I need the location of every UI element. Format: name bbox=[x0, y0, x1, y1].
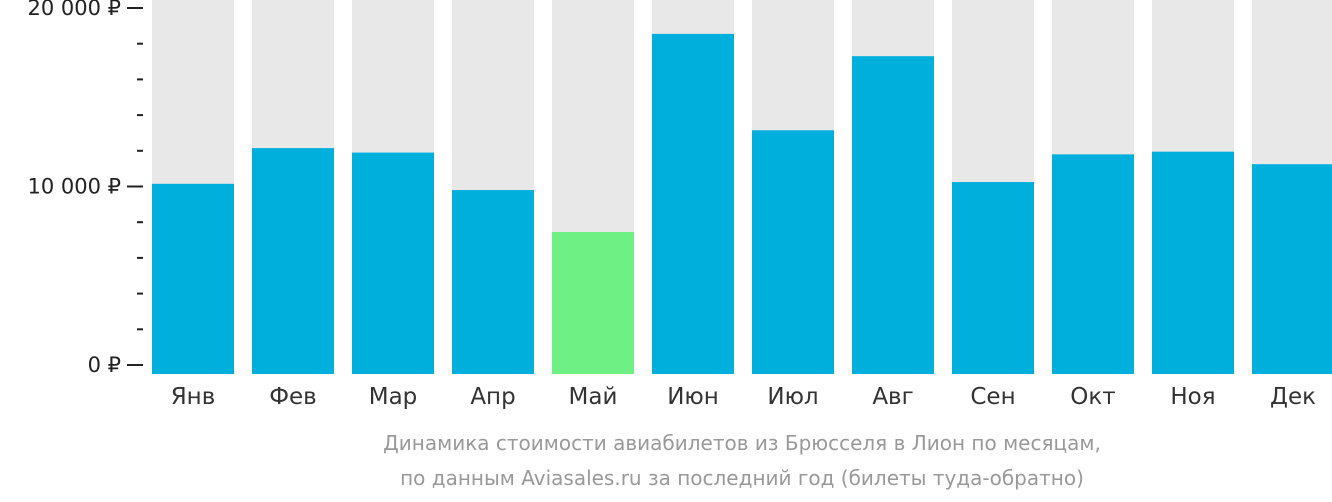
bar-Дек[interactable] bbox=[1252, 164, 1332, 374]
bar-Июл[interactable] bbox=[752, 130, 834, 374]
x-tick-label: Авг bbox=[872, 384, 913, 410]
x-tick-label: Окт bbox=[1070, 384, 1115, 410]
x-tick-label: Мар bbox=[369, 384, 418, 410]
x-tick-label: Ноя bbox=[1170, 384, 1215, 410]
price-bar-chart: 0 ₽ 10 000 ₽ 20 000 ₽ Янв Фев Мар Апр Май Июн Ию… bbox=[27, 0, 1332, 410]
chart-caption-line-2: по данным Aviasales.ru за последний год … bbox=[400, 466, 1084, 490]
bars bbox=[152, 0, 1332, 374]
x-tick-label: Июл bbox=[767, 384, 818, 410]
bar-Июн[interactable] bbox=[652, 33, 734, 374]
x-tick-label: Янв bbox=[171, 384, 216, 410]
bar-Мар[interactable] bbox=[352, 152, 434, 374]
x-tick-label: Апр bbox=[470, 384, 515, 410]
x-axis-labels: Янв Фев Мар Апр Май Июн Июл Авг Сен Окт Ноя Дек bbox=[171, 384, 1316, 410]
chart-caption-line-1: Динамика стоимости авиабилетов из Брюссе… bbox=[383, 431, 1101, 455]
x-tick-label: Дек bbox=[1270, 384, 1316, 410]
bar-Окт[interactable] bbox=[1052, 154, 1134, 374]
bar-Янв[interactable] bbox=[152, 183, 234, 374]
y-tick-label: 0 ₽ bbox=[88, 353, 121, 377]
bar-Ноя[interactable] bbox=[1152, 151, 1234, 374]
x-tick-label: Сен bbox=[970, 384, 1015, 410]
bar-Сен[interactable] bbox=[952, 182, 1034, 374]
bar-Фев[interactable] bbox=[252, 148, 334, 374]
x-tick-label: Фев bbox=[269, 384, 317, 410]
y-axis: 0 ₽ 10 000 ₽ 20 000 ₽ bbox=[27, 0, 143, 377]
bar-Апр[interactable] bbox=[452, 190, 534, 374]
x-tick-label: Июн bbox=[667, 384, 719, 410]
bar-Май[interactable] bbox=[552, 232, 634, 374]
x-tick-label: Май bbox=[569, 384, 618, 410]
y-tick-label: 20 000 ₽ bbox=[27, 0, 121, 20]
y-tick-label: 10 000 ₽ bbox=[27, 175, 121, 199]
bar-Авг[interactable] bbox=[852, 56, 934, 374]
